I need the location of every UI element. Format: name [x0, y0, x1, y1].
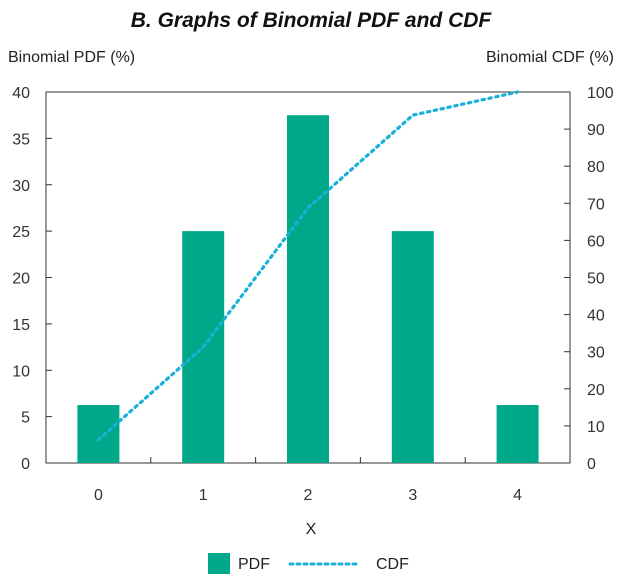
right-tick-label: 90 — [587, 122, 605, 139]
right-tick-label: 0 — [587, 456, 596, 473]
left-tick-label: 10 — [12, 363, 30, 380]
left-tick-label: 15 — [12, 317, 30, 334]
left-tick-label: 20 — [12, 271, 30, 288]
legend: PDF CDF — [208, 553, 409, 574]
x-tick-label: 0 — [94, 487, 103, 504]
x-tick-label: 4 — [513, 487, 522, 504]
right-tick-label: 70 — [587, 196, 605, 213]
x-axis-label: X — [306, 521, 317, 538]
legend-pdf-label: PDF — [238, 556, 270, 573]
right-tick-label: 10 — [587, 419, 605, 436]
right-tick-label: 100 — [587, 85, 614, 102]
pdf-bar — [287, 115, 329, 463]
right-axis-ticks: 0 10 20 30 40 50 60 70 80 90 100 — [564, 85, 614, 473]
left-tick-label: 40 — [12, 85, 30, 102]
right-tick-label: 60 — [587, 233, 605, 250]
pdf-bar — [496, 405, 539, 463]
right-tick-label: 50 — [587, 271, 605, 288]
left-tick-label: 25 — [12, 224, 30, 241]
x-tick-label: 3 — [408, 487, 417, 504]
right-tick-label: 80 — [587, 159, 605, 176]
pdf-bar — [391, 231, 434, 463]
legend-cdf-label: CDF — [376, 556, 409, 573]
left-axis-label: Binomial PDF (%) — [8, 49, 135, 66]
chart-title: B. Graphs of Binomial PDF and CDF — [131, 9, 493, 32]
right-tick-label: 30 — [587, 345, 605, 362]
left-tick-label: 5 — [21, 410, 30, 427]
legend-pdf-swatch — [208, 553, 230, 574]
left-axis-ticks: 0 5 10 15 20 25 30 35 40 — [12, 85, 52, 473]
pdf-bars — [77, 115, 539, 463]
right-axis-label: Binomial CDF (%) — [486, 49, 614, 66]
x-tick-label: 2 — [304, 487, 313, 504]
left-tick-label: 0 — [21, 456, 30, 473]
left-tick-label: 30 — [12, 178, 30, 195]
right-tick-label: 40 — [587, 308, 605, 325]
x-axis-ticks: 0 1 2 3 4 — [94, 457, 522, 504]
cdf-line-group — [96, 90, 520, 442]
pdf-bar — [77, 405, 120, 463]
right-tick-label: 20 — [587, 382, 605, 399]
left-tick-label: 35 — [12, 131, 30, 148]
x-tick-label: 1 — [199, 487, 208, 504]
cdf-line — [96, 90, 520, 442]
